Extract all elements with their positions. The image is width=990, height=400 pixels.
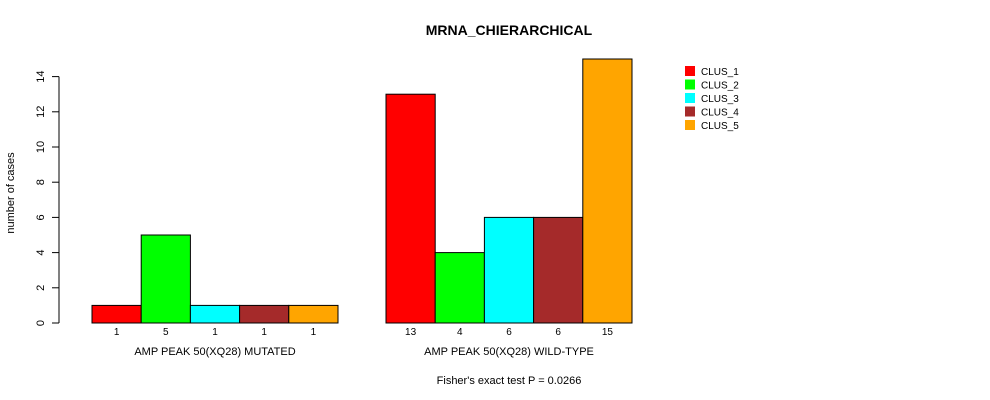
bar-value-label: 1 bbox=[261, 327, 267, 338]
group-label: AMP PEAK 50(XQ28) WILD-TYPE bbox=[424, 346, 594, 358]
bar bbox=[91, 304, 142, 324]
group-labels: AMP PEAK 50(XQ28) MUTATED AMP PEAK 50(XQ2… bbox=[134, 346, 594, 358]
bar-value-label: 13 bbox=[405, 327, 417, 338]
y-tick-label: 6 bbox=[35, 214, 47, 220]
legend: CLUS_1 CLUS_2 CLUS_3 CLUS_4 CLUS_5 bbox=[685, 66, 739, 132]
bar-value-label: 4 bbox=[457, 327, 463, 338]
y-tick-label: 8 bbox=[35, 179, 47, 185]
footnote: Fisher's exact test P = 0.0266 bbox=[437, 375, 582, 387]
y-tick-label: 12 bbox=[35, 106, 47, 118]
bar-value-label: 1 bbox=[311, 327, 317, 338]
bar-value-label: 6 bbox=[506, 327, 512, 338]
y-axis: 0 2 4 6 8 10 12 14 bbox=[35, 70, 60, 326]
legend-label: CLUS_4 bbox=[701, 108, 739, 119]
bars: 1 5 1 1 1 13 4 6 6 15 bbox=[91, 58, 633, 338]
bar-value-label: 5 bbox=[163, 327, 169, 338]
bar bbox=[483, 216, 535, 324]
legend-swatch bbox=[685, 120, 695, 130]
bar bbox=[385, 93, 436, 324]
bar bbox=[189, 304, 241, 324]
legend-label: CLUS_3 bbox=[701, 94, 739, 105]
bar-value-label: 15 bbox=[602, 327, 614, 338]
bar bbox=[434, 252, 485, 324]
legend-swatch bbox=[685, 106, 695, 117]
y-tick-label: 4 bbox=[35, 250, 47, 256]
bar bbox=[239, 304, 290, 324]
bar-value-label: 1 bbox=[114, 327, 120, 338]
y-tick-label: 14 bbox=[35, 70, 47, 82]
y-axis-label: number of cases bbox=[5, 152, 17, 234]
legend-label: CLUS_2 bbox=[701, 81, 739, 92]
group-label: AMP PEAK 50(XQ28) MUTATED bbox=[134, 346, 295, 358]
y-tick-label: 10 bbox=[35, 141, 47, 153]
legend-swatch bbox=[685, 93, 695, 103]
y-tick-label: 0 bbox=[35, 320, 47, 326]
legend-swatch bbox=[685, 79, 695, 90]
y-tick-label: 2 bbox=[35, 285, 47, 291]
chart-title: MRNA_CHIERARCHICAL bbox=[426, 22, 593, 38]
bar bbox=[288, 304, 339, 324]
bar bbox=[533, 216, 584, 324]
legend-swatch bbox=[685, 66, 695, 76]
bar-value-label: 1 bbox=[212, 327, 218, 338]
bar-value-label: 6 bbox=[555, 327, 561, 338]
legend-label: CLUS_5 bbox=[701, 121, 739, 132]
bar bbox=[582, 58, 633, 324]
bar bbox=[140, 234, 191, 324]
legend-label: CLUS_1 bbox=[701, 67, 739, 78]
